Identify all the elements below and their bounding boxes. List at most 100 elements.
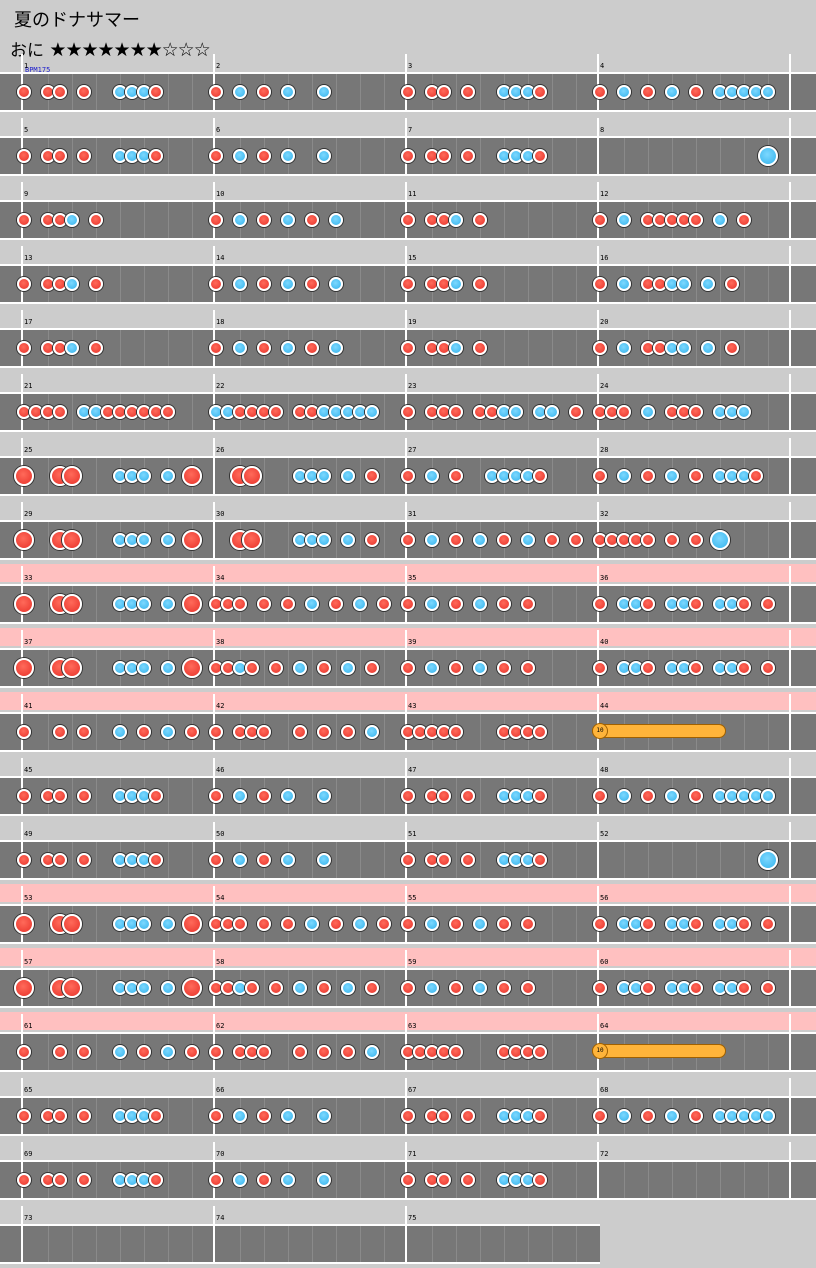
bar-line	[405, 694, 407, 752]
beat-divider	[576, 138, 577, 174]
bar-line	[405, 438, 407, 496]
lane-line	[0, 392, 816, 394]
don-note	[521, 597, 535, 611]
measure-number: 23	[408, 382, 417, 390]
don-note	[257, 1045, 271, 1059]
measure-number: 9	[24, 190, 29, 198]
beat-divider	[384, 74, 385, 110]
beat-divider	[576, 266, 577, 302]
note-lane	[0, 630, 816, 688]
don-note	[257, 917, 271, 931]
ka-note	[281, 277, 295, 291]
bar-line	[21, 758, 23, 816]
ka-note	[281, 213, 295, 227]
beat-divider	[72, 394, 73, 430]
bar-line	[21, 54, 23, 112]
don-note	[449, 597, 463, 611]
beat-divider	[120, 1226, 121, 1262]
don-note	[593, 469, 607, 483]
beat-divider	[96, 1162, 97, 1198]
ka-note	[677, 341, 691, 355]
bpm-label: BPM175	[25, 66, 51, 74]
don-big-note	[62, 466, 82, 486]
beat-divider	[768, 1162, 769, 1198]
bar-line	[21, 118, 23, 176]
don-note	[593, 341, 607, 355]
ka-note	[425, 533, 439, 547]
beat-divider	[48, 1226, 49, 1262]
ka-note	[617, 789, 631, 803]
bar-line	[789, 1078, 791, 1136]
don-note	[53, 85, 67, 99]
don-note	[461, 853, 475, 867]
don-note	[689, 597, 703, 611]
gogo-band	[0, 884, 816, 902]
ka-note	[65, 341, 79, 355]
measure-number: 25	[24, 446, 33, 454]
don-note	[269, 981, 283, 995]
beat-divider	[696, 330, 697, 366]
ka-note	[317, 789, 331, 803]
don-note	[365, 469, 379, 483]
measure-number: 56	[600, 894, 609, 902]
don-note	[533, 1045, 547, 1059]
measure-number: 22	[216, 382, 225, 390]
ka-note	[425, 469, 439, 483]
ka-note	[305, 917, 319, 931]
beat-divider	[480, 1034, 481, 1070]
don-note	[737, 981, 751, 995]
beat-divider	[384, 1162, 385, 1198]
don-note	[437, 1173, 451, 1187]
ka-note	[449, 341, 463, 355]
don-note	[53, 789, 67, 803]
measure-number: 47	[408, 766, 417, 774]
beat-divider	[336, 74, 337, 110]
don-note	[533, 85, 547, 99]
measure-number: 11	[408, 190, 417, 198]
don-note	[689, 981, 703, 995]
bar-line	[597, 310, 599, 368]
ka-note	[161, 1045, 175, 1059]
don-note	[725, 341, 739, 355]
beat-divider	[288, 458, 289, 494]
beat-divider	[336, 138, 337, 174]
ka-note	[473, 597, 487, 611]
bar-line	[405, 118, 407, 176]
ka-note	[425, 597, 439, 611]
don-note	[617, 405, 631, 419]
measure-number: 51	[408, 830, 417, 838]
don-note	[593, 213, 607, 227]
beat-divider	[384, 458, 385, 494]
beat-divider	[336, 714, 337, 750]
beat-divider	[48, 970, 49, 1006]
don-note	[209, 213, 223, 227]
don-note	[737, 597, 751, 611]
don-note	[149, 789, 163, 803]
measure-number: 3	[408, 62, 413, 70]
don-note	[161, 405, 175, 419]
don-note	[17, 149, 31, 163]
ka-note	[449, 277, 463, 291]
don-note	[329, 917, 343, 931]
beat-divider	[360, 714, 361, 750]
don-note	[521, 661, 535, 675]
beat-divider	[552, 202, 553, 238]
bar-line	[405, 310, 407, 368]
bar-line	[789, 630, 791, 688]
ka-note	[137, 597, 151, 611]
don-note	[257, 789, 271, 803]
measure-number: 19	[408, 318, 417, 326]
beat-divider	[168, 778, 169, 814]
note-lane	[0, 502, 816, 560]
don-big-note	[182, 594, 202, 614]
beat-divider	[456, 1162, 457, 1198]
bar-line	[597, 566, 599, 624]
measure-number: 58	[216, 958, 225, 966]
lane-line	[0, 558, 816, 560]
bar-line	[405, 630, 407, 688]
chart-row: 69 70 71 72	[0, 1140, 816, 1204]
chart-row: 33 34 35 36	[0, 564, 816, 628]
bar-line	[213, 758, 215, 816]
beat-divider	[288, 1226, 289, 1262]
don-note	[437, 149, 451, 163]
